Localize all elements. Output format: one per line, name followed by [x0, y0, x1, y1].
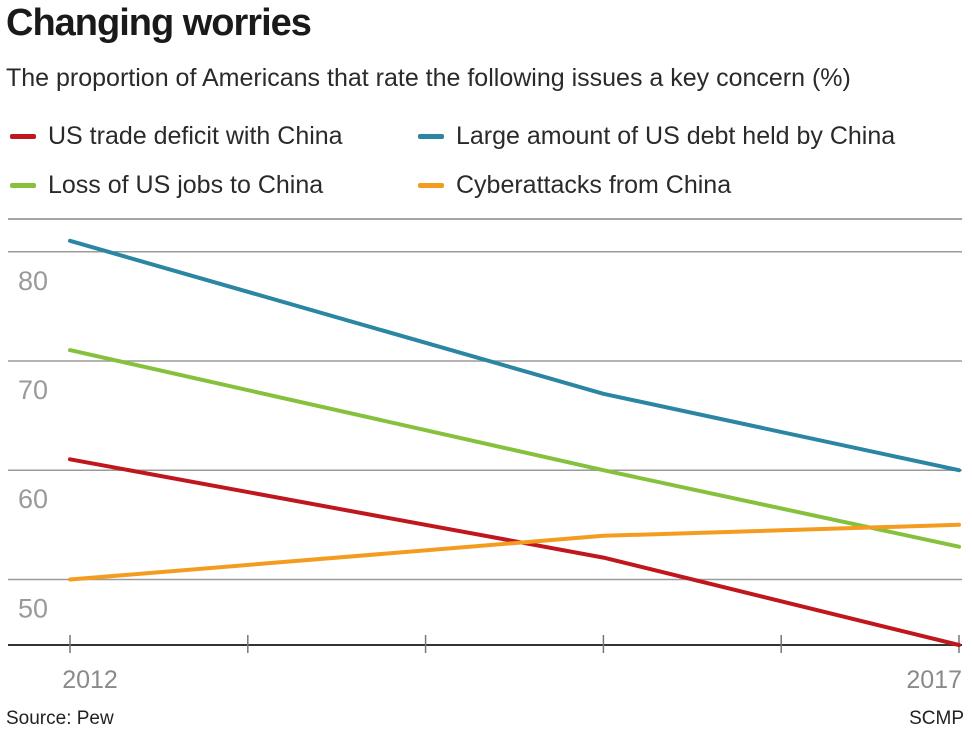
legend-item-trade-deficit: US trade deficit with China	[10, 122, 343, 151]
legend-item-jobs: Loss of US jobs to China	[10, 171, 323, 200]
y-tick-label-70: 70	[18, 375, 48, 405]
series-line-3	[68, 522, 961, 582]
legend-swatch-cyberattacks	[418, 183, 444, 188]
source-note: Source: Pew	[6, 708, 114, 729]
legend-label-jobs: Loss of US jobs to China	[48, 171, 324, 199]
series-line-2	[68, 348, 961, 549]
y-tick-label-60: 60	[18, 484, 48, 514]
chart-subtitle: The proportion of Americans that rate th…	[6, 64, 851, 92]
x-tick-label-2017: 2017	[906, 666, 962, 694]
legend-swatch-us-debt	[418, 134, 444, 139]
chart-title: Changing worries	[6, 2, 312, 44]
series-line-0	[68, 457, 961, 647]
legend-label-trade-deficit: US trade deficit with China	[48, 122, 343, 150]
legend-swatch-trade-deficit	[10, 134, 36, 139]
y-tick-label-80: 80	[18, 266, 48, 296]
y-tick-label-50: 50	[18, 593, 48, 623]
publisher-credit: SCMP	[909, 708, 964, 729]
legend-label-cyberattacks: Cyberattacks from China	[456, 171, 732, 199]
legend-swatch-jobs	[10, 183, 36, 188]
x-tick-label-2012: 2012	[62, 666, 118, 694]
legend-label-us-debt: Large amount of US debt held by China	[456, 122, 896, 150]
series-line-1	[68, 238, 961, 473]
legend-item-us-debt: Large amount of US debt held by China	[418, 122, 895, 151]
legend-item-cyberattacks: Cyberattacks from China	[418, 171, 731, 200]
